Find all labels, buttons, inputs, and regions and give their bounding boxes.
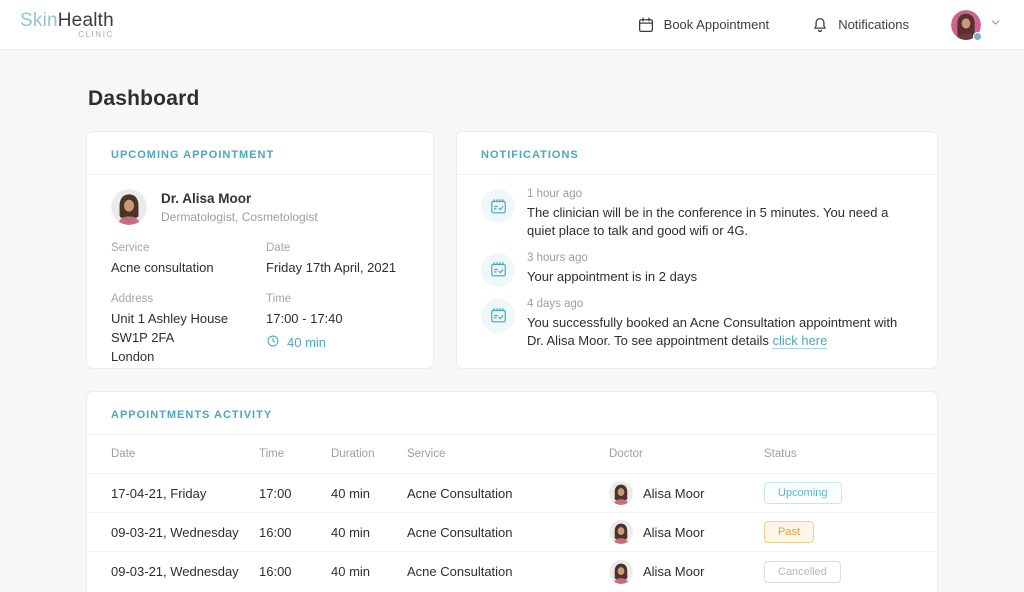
notifications-button[interactable]: Notifications [811,16,909,34]
clock-icon [266,334,280,351]
book-appointment-label: Book Appointment [663,17,770,32]
appointment-details-link[interactable]: click here [772,333,828,350]
time-field: Time 17:00 - 17:40 40 min [266,293,409,367]
notifications-card: NOTIFICATIONS 1 hour ago The clinician w [456,131,938,369]
cell-doctor: Alisa Moor [643,564,705,579]
cell-time: 16:00 [259,564,292,579]
doctor-specialty: Dermatologist, Cosmetologist [161,209,318,224]
column-header-time: Time [259,448,285,460]
calendar-check-icon [481,252,515,287]
top-bar: SkinHealth CLINIC Book Appointment Notif… [0,0,1024,50]
time-label: Time [266,292,292,305]
address-line-2: SW1P 2FA [111,329,175,345]
doctor-avatar [111,189,147,225]
cell-date: 17-04-21, Friday [111,485,207,501]
cell-duration: 40 min [331,485,371,501]
book-appointment-button[interactable]: Book Appointment [637,16,770,34]
calendar-check-icon [481,298,515,333]
cell-service: Acne Consultation [407,485,513,501]
service-field: Service Acne consultation [111,242,266,278]
logo-text-health: Health [57,9,114,31]
address-line-1: Unit 1 Ashley House [111,310,229,326]
activity-table-header: Date Time Duration Service Doctor Status [87,435,937,474]
cell-service: Acne Consultation [407,524,513,540]
page-title: Dashboard [88,87,200,110]
doctor-avatar [609,481,633,505]
activity-card-title: APPOINTMENTS ACTIVITY [87,392,937,435]
logo-subtitle: CLINIC [78,29,114,39]
clinic-logo[interactable]: SkinHealth CLINIC [20,11,114,39]
column-header-service: Service [407,448,446,460]
status-badge: Past [764,521,815,543]
logo-text-skin: Skin [20,9,58,31]
appointments-activity-card: APPOINTMENTS ACTIVITY Date Time Duration… [86,391,938,592]
upcoming-card-title: UPCOMING APPOINTMENT [87,132,433,175]
bell-icon [811,16,829,34]
duration-value: 40 min [287,334,327,350]
cell-date: 09-03-21, Wednesday [111,564,239,579]
doctor-avatar [609,520,633,544]
column-header-duration: Duration [331,448,375,460]
notification-text: You successfully booked an Acne Consulta… [527,314,898,349]
notifications-card-title: NOTIFICATIONS [457,132,937,175]
user-avatar [951,10,982,41]
chevron-down-icon [989,16,1002,34]
service-value: Acne consultation [111,260,214,275]
cell-duration: 40 min [331,524,371,540]
column-header-date: Date [111,448,136,460]
cell-time: 17:00 [259,485,292,501]
date-value: Friday 17th April, 2021 [266,260,397,275]
cell-doctor: Alisa Moor [643,524,705,540]
notification-text: Your appointment is in 2 days [527,268,698,284]
service-label: Service [111,242,150,254]
cell-service: Acne Consultation [407,564,513,579]
calendar-icon [637,16,655,34]
date-label: Date [266,242,291,254]
status-badge: Upcoming [764,482,842,504]
address-field: Address Unit 1 Ashley House SW1P 2FA Lon… [111,293,266,367]
notification-item: 4 days ago You successfully booked an Ac… [481,298,913,351]
notifications-label: Notifications [838,17,909,32]
notification-time: 4 days ago [527,297,584,310]
table-row[interactable]: 09-03-21, Wednesday 16:00 40 min Acne Co… [87,513,937,552]
online-status-dot [973,31,982,41]
time-value: 17:00 - 17:40 [266,310,343,326]
doctor-avatar [609,560,633,584]
cell-time: 16:00 [259,524,292,540]
cell-doctor: Alisa Moor [643,485,705,501]
notification-time: 3 hours ago [527,251,588,264]
calendar-check-icon [481,189,515,223]
table-row[interactable]: 17-04-21, Friday 17:00 40 min Acne Consu… [87,474,937,513]
upcoming-appointment-card: UPCOMING APPOINTMENT Dr. Alisa Moor Derm… [86,131,434,369]
table-row[interactable]: 09-03-21, Wednesday 16:00 40 min Acne Co… [87,552,937,591]
address-line-3: London [111,348,155,364]
notification-text: The clinician will be in the conference … [527,205,889,239]
doctor-name: Dr. Alisa Moor [161,190,252,206]
notification-item: 3 hours ago Your appointment is in 2 day… [481,252,913,287]
notification-item: 1 hour ago The clinician will be in the … [481,188,913,241]
address-label: Address [111,292,154,305]
status-badge: Cancelled [764,560,841,583]
user-menu[interactable] [951,10,1002,41]
cell-date: 09-03-21, Wednesday [111,524,239,540]
notification-time: 1 hour ago [527,188,582,200]
column-header-status: Status [764,448,797,460]
column-header-doctor: Doctor [609,448,643,460]
cell-duration: 40 min [331,564,371,579]
date-field: Date Friday 17th April, 2021 [266,242,409,278]
